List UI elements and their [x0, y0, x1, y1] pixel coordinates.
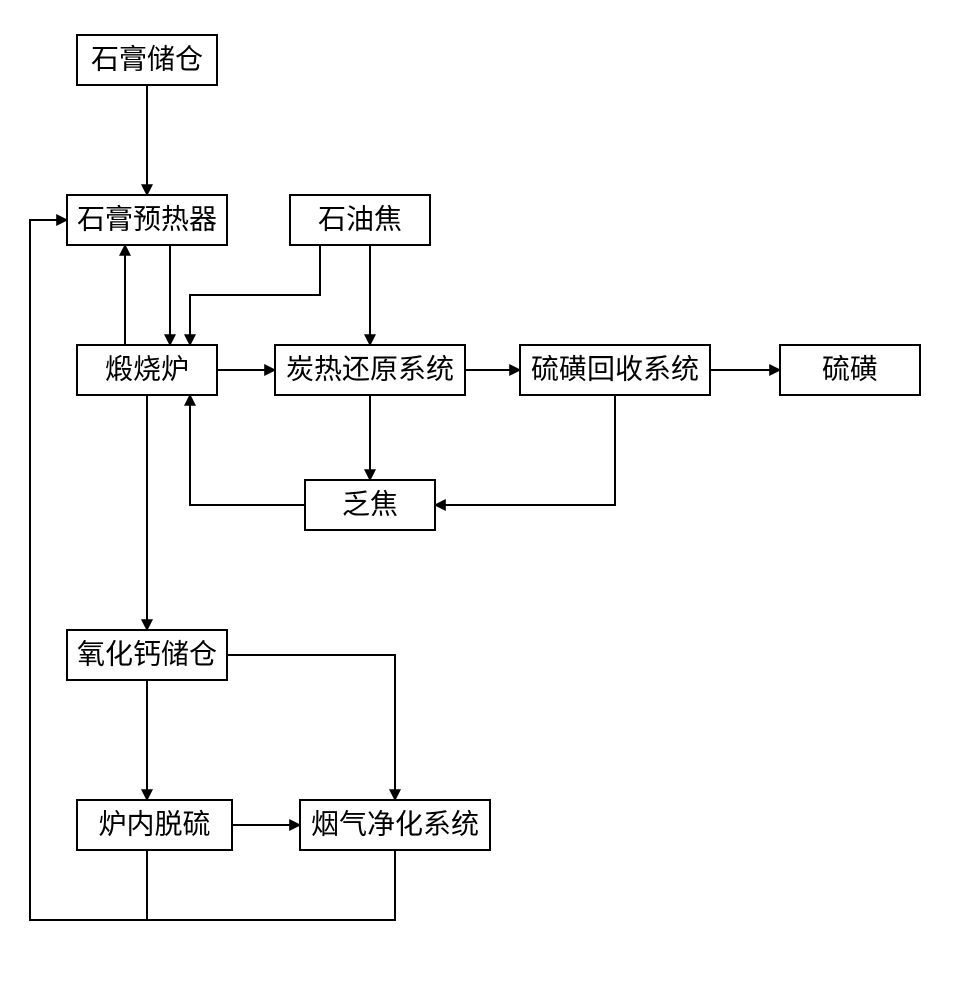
node-sulfur_recovery: 硫磺回收系统	[520, 345, 710, 395]
node-label-cao_storage: 氧化钙储仓	[77, 639, 217, 671]
node-calciner: 煅烧炉	[77, 345, 217, 395]
node-sulfur: 硫磺	[780, 345, 920, 395]
node-label-spent_coke: 乏焦	[342, 489, 398, 521]
node-label-sulfur: 硫磺	[822, 354, 878, 386]
nodes-layer: 石膏储仓石膏预热器 石油焦煅烧炉 炭热还原系统 硫磺回收系统 硫磺乏焦氧化钙储仓炉内脱硫…	[67, 35, 920, 850]
node-in_furnace_desulf: 炉内脱硫	[77, 800, 232, 850]
node-label-calciner: 煅烧炉	[105, 354, 189, 386]
flowchart-canvas: 石膏储仓石膏预热器 石油焦煅烧炉 炭热还原系统 硫磺回收系统 硫磺乏焦氧化钙储仓炉内脱硫…	[0, 0, 962, 1000]
node-label-sulfur_recovery: 硫磺回收系统	[531, 354, 699, 386]
node-spent_coke: 乏焦	[305, 480, 435, 530]
node-label-gypsum_preheater: 石膏预热器	[77, 204, 217, 236]
node-gypsum_preheater: 石膏预热器	[67, 195, 227, 245]
node-flue_gas_clean: 烟气净化系统	[300, 800, 490, 850]
edge-cao_storage-to-flue_gas_clean	[227, 655, 395, 800]
node-label-gypsum_storage: 石膏储仓	[91, 44, 203, 76]
node-label-in_furnace_desulf: 炉内脱硫	[98, 809, 210, 841]
node-label-flue_gas_clean: 烟气净化系统	[311, 809, 479, 841]
node-label-carbothermal: 炭热还原系统	[286, 354, 454, 386]
edge-sulfur_recovery-to-spent_coke	[435, 395, 615, 505]
edge-spent_coke-to-calciner	[190, 395, 305, 505]
node-gypsum_storage: 石膏储仓	[77, 35, 217, 85]
node-cao_storage: 氧化钙储仓	[67, 630, 227, 680]
node-label-petcoke: 石油焦	[318, 204, 402, 236]
node-petcoke: 石油焦	[290, 195, 430, 245]
edge-petcoke-to-calciner	[190, 245, 320, 345]
node-carbothermal: 炭热还原系统	[275, 345, 465, 395]
